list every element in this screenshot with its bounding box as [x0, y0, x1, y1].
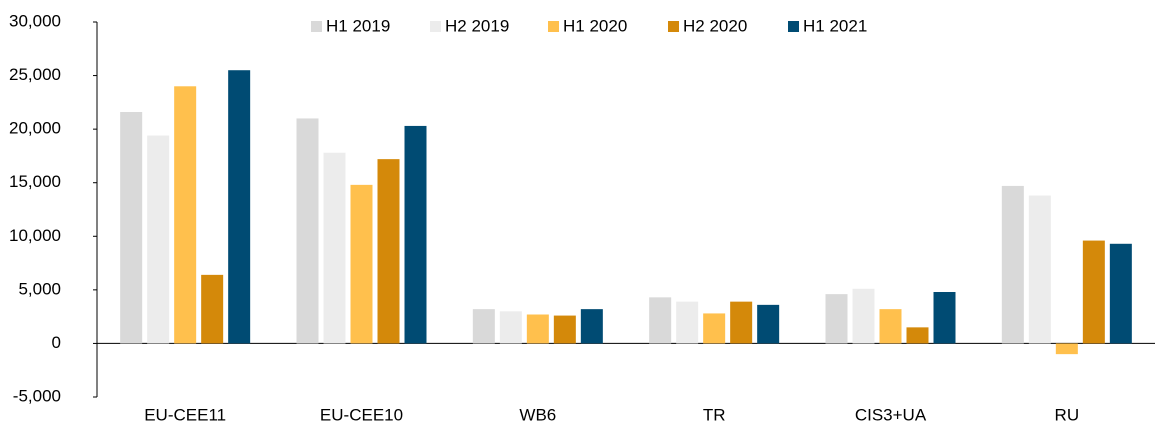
y-tick-label: 10,000 — [9, 226, 61, 245]
bar — [649, 297, 672, 344]
bar — [580, 309, 603, 344]
y-tick-label: 0 — [52, 333, 61, 352]
bar — [472, 309, 495, 344]
y-tick-label: 5,000 — [18, 279, 61, 298]
bar — [174, 86, 197, 344]
bar — [1001, 185, 1024, 344]
bar — [1028, 195, 1051, 344]
bar — [228, 70, 251, 344]
bar — [757, 304, 780, 344]
x-tick-label: CIS3+UA — [855, 405, 927, 424]
legend-label: H1 2020 — [563, 16, 627, 35]
bar — [730, 301, 753, 344]
legend-label: H2 2020 — [683, 16, 747, 35]
bar — [553, 315, 576, 344]
bar — [296, 118, 319, 344]
bar — [377, 159, 400, 344]
legend-swatch — [668, 21, 679, 32]
y-tick-label: 25,000 — [9, 65, 61, 84]
bar — [703, 313, 726, 344]
legend-label: H1 2019 — [326, 16, 390, 35]
legend-swatch — [548, 21, 559, 32]
bar — [879, 309, 902, 344]
x-tick-label: TR — [703, 405, 726, 424]
bar — [852, 288, 875, 344]
x-tick-label: EU-CEE11 — [144, 405, 226, 424]
legend-swatch — [311, 21, 322, 32]
legend-swatch — [430, 21, 441, 32]
bar — [350, 184, 373, 344]
x-tick-label: WB6 — [519, 405, 556, 424]
bar — [526, 314, 549, 344]
x-tick-label: RU — [1055, 405, 1080, 424]
y-tick-label: -5,000 — [13, 386, 61, 405]
bar — [825, 294, 848, 344]
bar — [1082, 240, 1105, 344]
bar — [201, 274, 224, 344]
y-tick-label: 20,000 — [9, 119, 61, 138]
legend-label: H1 2021 — [803, 16, 867, 35]
bar — [120, 112, 143, 344]
x-tick-label: EU-CEE10 — [320, 405, 403, 424]
legend-label: H2 2019 — [445, 16, 509, 35]
y-tick-label: 30,000 — [9, 11, 61, 30]
bar — [147, 135, 170, 344]
y-tick-label: 15,000 — [9, 172, 61, 191]
bar — [1055, 343, 1078, 355]
bar — [933, 292, 956, 344]
bar — [906, 327, 929, 344]
bar — [323, 152, 346, 344]
legend-swatch — [788, 21, 799, 32]
bar — [404, 125, 427, 344]
bar — [499, 311, 522, 344]
bar — [1109, 243, 1132, 344]
bar — [676, 301, 699, 344]
